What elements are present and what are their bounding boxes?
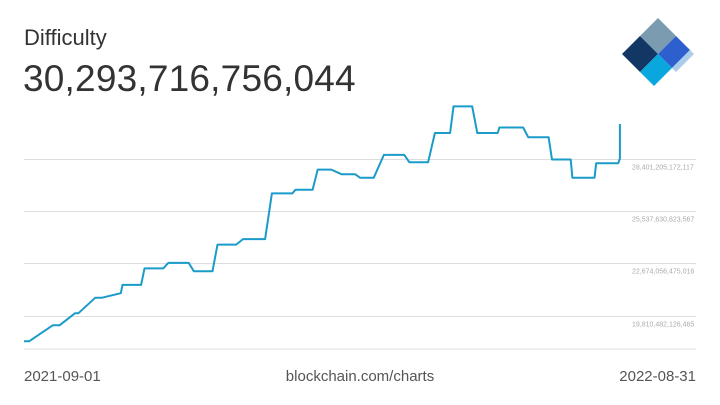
start-date: 2021-09-01 [24,368,101,385]
logo-small-facet [672,50,694,72]
y-tick-labels: 19,810,482,126,465 22,674,056,475,016 25,5… [632,165,694,329]
logo-right-facet [658,36,690,68]
logo-bottom-facet [640,54,672,86]
difficulty-series-line [24,105,621,343]
grid-lines [24,159,696,350]
y-tick-label: 22,674,056,475,016 [632,269,694,276]
y-tick-label: 28,401,205,172,117 [632,165,694,172]
y-tick-label: 25,537,630,823,567 [632,217,694,224]
end-date: 2022-08-31 [619,368,696,385]
chart-title: Difficulty [24,25,107,50]
current-value: 30,293,716,756,044 [23,58,356,99]
blockchain-logo-icon[interactable] [620,16,696,92]
y-tick-label: 19,810,482,126,465 [632,322,694,329]
source-link[interactable]: blockchain.com/charts [285,368,435,385]
